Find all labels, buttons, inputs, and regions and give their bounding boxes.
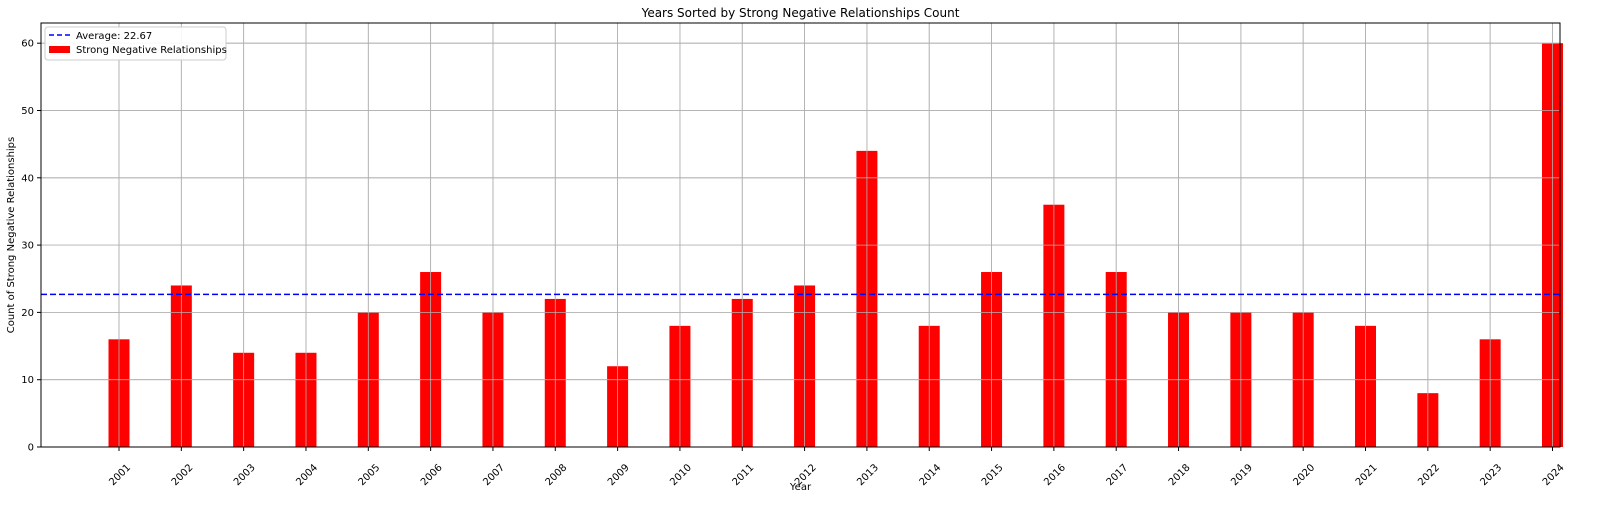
chart-title: Years Sorted by Strong Negative Relation… — [641, 6, 960, 20]
y-tick-label: 0 — [28, 443, 34, 454]
legend: Average: 22.67 Strong Negative Relations… — [44, 26, 227, 61]
legend-average-label: Average: 22.67 — [76, 31, 152, 42]
legend-series-label: Strong Negative Relationships — [76, 45, 227, 56]
y-tick-label: 50 — [21, 106, 34, 117]
y-axis-ticks: 0 10 20 30 40 50 60 — [21, 39, 41, 454]
y-tick-label: 20 — [21, 308, 34, 319]
y-tick-label: 60 — [21, 39, 34, 50]
legend-bar-swatch — [49, 46, 70, 53]
y-tick-label: 30 — [21, 241, 34, 252]
y-tick-label: 10 — [21, 375, 34, 386]
legend-frame — [44, 26, 227, 61]
y-axis-title: Count of Strong Negative Relationships — [6, 137, 17, 334]
plot-area — [40, 22, 1561, 448]
y-tick-label: 40 — [21, 173, 34, 184]
x-axis-title: Year — [789, 482, 812, 493]
